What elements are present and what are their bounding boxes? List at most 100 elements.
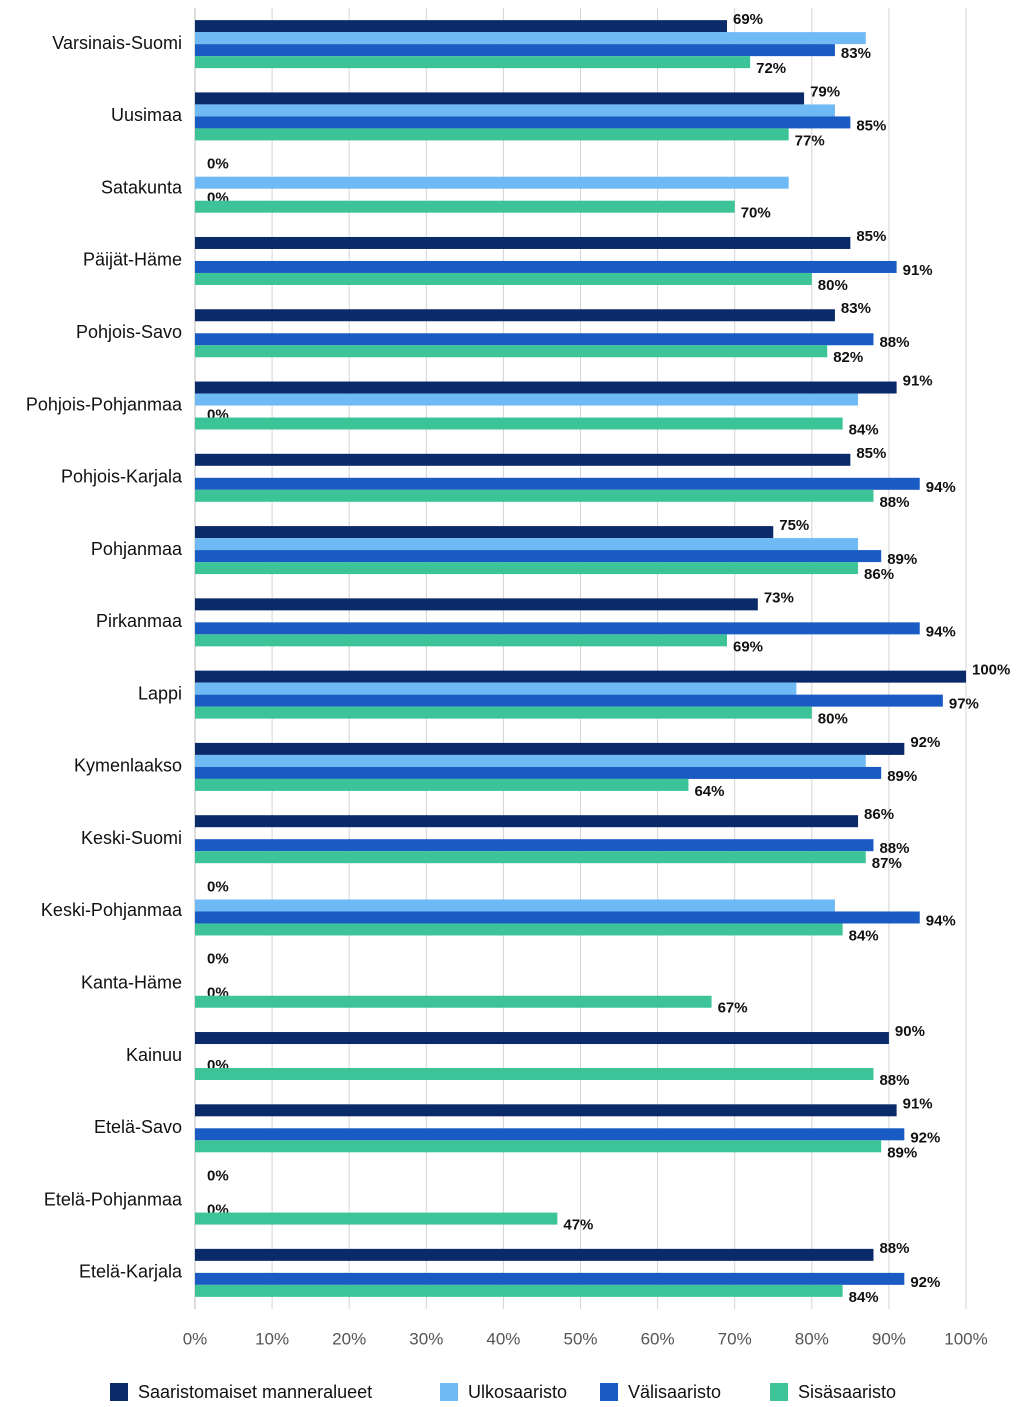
- x-tick-label: 60%: [641, 1329, 675, 1348]
- value-label: 90%: [895, 1023, 925, 1040]
- bar: [195, 815, 859, 828]
- value-label: 89%: [887, 768, 917, 785]
- bar: [195, 995, 712, 1008]
- value-label: 92%: [910, 1129, 940, 1146]
- category-label: Päijät-Häme: [83, 250, 182, 270]
- bar: [195, 598, 758, 611]
- bar: [195, 526, 774, 539]
- bar: [195, 200, 735, 213]
- bar: [195, 754, 866, 767]
- value-label: 73%: [764, 589, 794, 606]
- bar: [195, 272, 812, 285]
- legend-label: Välisaaristo: [628, 1382, 721, 1402]
- value-label: 88%: [879, 334, 909, 351]
- bar: [195, 333, 874, 346]
- bar: [195, 1212, 558, 1225]
- bar: [195, 851, 866, 864]
- bar: [195, 381, 897, 394]
- bar: [195, 128, 789, 141]
- value-label: 83%: [841, 300, 871, 317]
- value-label: 72%: [756, 60, 786, 77]
- x-tick-label: 40%: [486, 1329, 520, 1348]
- value-label: 0%: [207, 1168, 229, 1185]
- category-label: Pohjanmaa: [91, 539, 183, 559]
- value-label: 84%: [849, 1289, 879, 1306]
- value-label: 91%: [903, 262, 933, 279]
- bar: [195, 1248, 874, 1261]
- value-label: 87%: [872, 855, 902, 872]
- bar: [195, 56, 751, 69]
- bar: [195, 1104, 897, 1117]
- legend-label: Saaristomaiset manneralueet: [138, 1382, 372, 1402]
- bar: [195, 923, 843, 936]
- bar: [195, 911, 920, 924]
- category-label: Pohjois-Pohjanmaa: [26, 394, 183, 414]
- bar: [195, 1068, 874, 1081]
- value-label: 88%: [879, 840, 909, 857]
- x-tick-label: 20%: [332, 1329, 366, 1348]
- value-label: 80%: [818, 711, 848, 728]
- legend-swatch: [440, 1383, 458, 1401]
- bar: [195, 1272, 905, 1285]
- value-label: 86%: [864, 806, 894, 823]
- bar: [195, 176, 789, 189]
- bar: [195, 345, 828, 358]
- value-label: 47%: [563, 1217, 593, 1234]
- bar: [195, 682, 797, 695]
- category-label: Etelä-Karjala: [79, 1262, 183, 1282]
- bar: [195, 634, 727, 647]
- bar: [195, 694, 943, 707]
- category-label: Pohjois-Savo: [76, 322, 182, 342]
- value-label: 100%: [972, 662, 1010, 679]
- value-label: 88%: [879, 1240, 909, 1257]
- category-label: Kainuu: [126, 1045, 182, 1065]
- value-label: 67%: [718, 1000, 748, 1017]
- category-label: Etelä-Pohjanmaa: [44, 1189, 183, 1209]
- legend-swatch: [110, 1383, 128, 1401]
- value-label: 80%: [818, 277, 848, 294]
- value-label: 85%: [856, 228, 886, 245]
- category-label: Keski-Suomi: [81, 828, 182, 848]
- bar: [195, 92, 805, 105]
- value-label: 88%: [879, 1072, 909, 1089]
- value-label: 91%: [903, 1095, 933, 1112]
- bar: [195, 839, 874, 852]
- bar: [195, 766, 882, 779]
- bar: [195, 32, 866, 45]
- value-label: 94%: [926, 479, 956, 496]
- value-label: 69%: [733, 638, 763, 655]
- value-label: 86%: [864, 566, 894, 583]
- bar: [195, 309, 835, 322]
- value-label: 77%: [795, 132, 825, 149]
- value-label: 92%: [910, 734, 940, 751]
- bar: [195, 236, 851, 249]
- value-label: 94%: [926, 623, 956, 640]
- bar: [195, 1140, 882, 1153]
- value-label: 85%: [856, 445, 886, 462]
- value-label: 84%: [849, 421, 879, 438]
- value-label: 88%: [879, 494, 909, 511]
- category-label: Satakunta: [101, 177, 183, 197]
- x-tick-label: 0%: [183, 1329, 208, 1348]
- value-label: 94%: [926, 912, 956, 929]
- bar: [195, 44, 835, 57]
- category-label: Kymenlaakso: [74, 756, 182, 776]
- value-label: 97%: [949, 696, 979, 713]
- bar: [195, 899, 835, 912]
- category-label: Lappi: [138, 683, 182, 703]
- bar: [195, 393, 859, 406]
- bar: [195, 104, 835, 117]
- x-tick-label: 10%: [255, 1329, 289, 1348]
- bar: [195, 489, 874, 502]
- category-label: Varsinais-Suomi: [52, 33, 182, 53]
- bar: [195, 260, 897, 273]
- bar: [195, 622, 920, 635]
- category-label: Pirkanmaa: [96, 611, 183, 631]
- bar: [195, 116, 851, 129]
- x-tick-label: 80%: [795, 1329, 829, 1348]
- bar: [195, 706, 812, 719]
- category-label: Keski-Pohjanmaa: [41, 900, 183, 920]
- value-label: 0%: [207, 878, 229, 895]
- bar: [195, 1128, 905, 1141]
